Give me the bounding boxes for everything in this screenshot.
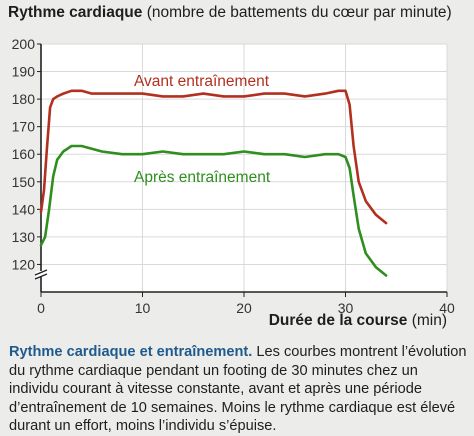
axis-break-mark <box>34 269 48 276</box>
chart-title-rest: (nombre de battements du cœur par minute… <box>142 4 452 21</box>
x-axis-label: Durée de la course (min) <box>269 312 447 329</box>
x-tick-label: 40 <box>439 300 455 316</box>
series-line-1 <box>39 144 388 277</box>
axis-break-mark <box>34 273 48 280</box>
y-tick-label: 200 <box>12 36 36 52</box>
chart-title-bold: Rythme cardiaque <box>8 4 143 21</box>
axis-break-gap <box>36 271 46 277</box>
series-label-0: Avant entraînement <box>134 73 270 90</box>
x-tick-label: 0 <box>37 300 45 316</box>
caption-heading: Rythme cardiaque et entraînement. <box>9 344 253 360</box>
y-tick-label: 130 <box>12 229 36 245</box>
caption-text: Les courbes montrent l’évolution du ryth… <box>9 344 467 435</box>
y-tick-label: 190 <box>12 64 36 80</box>
y-tick-label: 140 <box>12 201 36 217</box>
x-axis-label-main: Durée de la course <box>269 312 408 329</box>
figure-caption: Rythme cardiaque et entraînement. Les co… <box>9 343 467 436</box>
x-axis-label-unit: (min) <box>407 312 447 329</box>
heart-rate-chart: 120 130 140 150 160 170 180 190 200 0 10 20 30 40 Avan… <box>12 36 455 329</box>
y-tick-label: 180 <box>12 91 36 107</box>
y-tick-label: 120 <box>12 256 36 272</box>
y-tick-label: 160 <box>12 146 36 162</box>
series-label-1: Après entraînement <box>134 169 271 186</box>
y-tick-label: 170 <box>12 119 36 135</box>
series-line-0 <box>39 89 388 225</box>
x-tick-label: 10 <box>135 300 151 316</box>
x-tick-label: 30 <box>338 300 354 316</box>
x-tick-label: 20 <box>236 300 252 316</box>
chart-title: Rythme cardiaque (nombre de battements d… <box>8 4 452 22</box>
y-tick-label: 150 <box>12 174 36 190</box>
